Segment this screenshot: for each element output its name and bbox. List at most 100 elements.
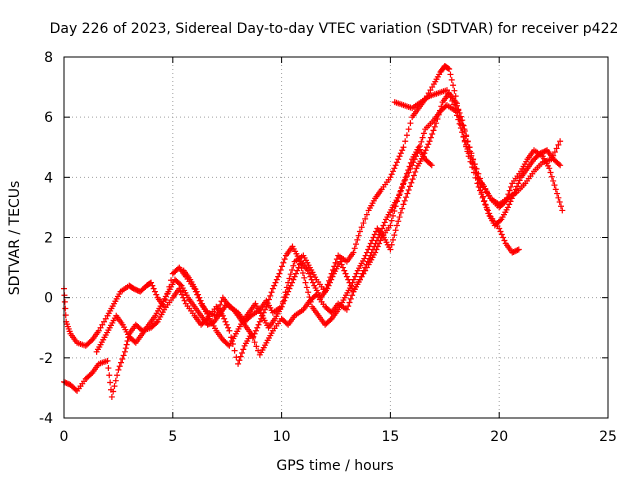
- data-point: [537, 150, 544, 157]
- data-point-interp: [422, 147, 429, 154]
- data-point: [428, 162, 435, 169]
- data-point-interp: [476, 179, 483, 186]
- data-point-interp: [135, 288, 142, 295]
- data-point-interp: [447, 94, 454, 101]
- data-point: [478, 180, 485, 187]
- data-point-interp: [345, 303, 352, 310]
- data-point-interp: [275, 273, 282, 280]
- data-point: [130, 285, 137, 292]
- data-point-interp: [349, 292, 356, 299]
- data-point-interp: [72, 386, 79, 393]
- y-tick-label: 4: [44, 170, 53, 186]
- data-point-interp: [268, 289, 275, 296]
- data-point: [470, 156, 477, 163]
- data-point-interp: [497, 228, 504, 235]
- data-point-interp: [307, 298, 314, 305]
- data-point-interp: [475, 170, 482, 177]
- data-point-interp: [412, 168, 419, 175]
- data-point-interp: [102, 315, 109, 322]
- data-point-interp: [282, 294, 289, 301]
- data-point-interp: [427, 87, 434, 94]
- data-point-interp: [482, 186, 489, 193]
- data-point-interp: [118, 359, 125, 366]
- data-point-interp: [181, 297, 188, 304]
- data-point-interp: [151, 288, 158, 295]
- data-point-interp: [396, 214, 403, 221]
- data-point-interp: [397, 150, 404, 157]
- data-point-interp: [497, 217, 504, 224]
- data-point-interp: [469, 164, 476, 171]
- data-point: [337, 258, 344, 265]
- data-point-interp: [131, 286, 138, 293]
- data-point-interp: [405, 126, 412, 133]
- x-tick-label: 15: [381, 429, 399, 445]
- data-point-interp: [123, 341, 130, 348]
- data-point-interp: [351, 245, 358, 252]
- data-point-interp: [273, 276, 280, 283]
- data-point-interp: [64, 380, 71, 387]
- data-point-interp: [463, 132, 470, 139]
- data-point-interp: [222, 318, 229, 325]
- data-point-interp: [506, 187, 513, 194]
- data-point-interp: [399, 205, 406, 212]
- data-point-interp: [550, 177, 557, 184]
- data-point-interp: [538, 149, 545, 156]
- x-axis-label: GPS time / hours: [276, 458, 393, 474]
- data-point-interp: [150, 285, 157, 292]
- data-point-interp: [294, 267, 301, 274]
- data-point-interp: [295, 264, 302, 271]
- data-markers: [61, 63, 566, 400]
- data-point-interp: [405, 186, 412, 193]
- data-point: [108, 393, 115, 400]
- data-point-interp: [548, 173, 555, 180]
- data-point: [235, 360, 242, 367]
- data-point-interp: [401, 197, 408, 204]
- chart-title: Day 226 of 2023, Sidereal Day-to-day VTE…: [50, 21, 619, 37]
- data-point-interp: [464, 138, 471, 145]
- data-point-interp: [325, 282, 332, 289]
- data-point-interp: [345, 276, 352, 283]
- data-point-interp: [279, 263, 286, 270]
- data-point-interp: [438, 103, 445, 110]
- x-tick-label: 5: [168, 429, 177, 445]
- y-tick-label: -2: [39, 351, 53, 367]
- data-point-interp: [390, 168, 397, 175]
- data-point-interp: [99, 321, 106, 328]
- data-point-interp: [87, 371, 94, 378]
- data-point: [406, 183, 413, 190]
- data-point: [461, 126, 468, 133]
- data-point-interp: [371, 243, 378, 250]
- data-point-interp: [265, 296, 272, 303]
- data-point-interp: [63, 380, 70, 387]
- data-point-interp: [391, 208, 398, 215]
- data-point: [496, 225, 503, 232]
- y-tick-label: 0: [44, 291, 53, 307]
- data-point: [350, 249, 357, 256]
- data-point: [250, 333, 257, 340]
- data-point-interp: [500, 234, 507, 241]
- data-point-interp: [149, 282, 156, 289]
- data-point-interp: [555, 161, 562, 168]
- data-point-interp: [407, 120, 414, 127]
- data-point-interp: [466, 144, 473, 151]
- data-point-interp: [62, 305, 69, 312]
- data-point-interp: [225, 324, 232, 331]
- data-point-interp: [405, 167, 412, 174]
- data-point-interp: [437, 107, 444, 114]
- data-point-interp: [409, 176, 416, 183]
- data-point-interp: [97, 324, 104, 331]
- data-point: [446, 66, 453, 73]
- data-point-interp: [399, 147, 406, 154]
- data-point-interp: [375, 234, 382, 241]
- data-point-interp: [358, 224, 365, 231]
- data-point: [343, 273, 350, 280]
- data-point-interp: [308, 276, 315, 283]
- data-point-interp: [195, 291, 202, 298]
- y-tick-label: -4: [39, 411, 53, 427]
- data-point: [263, 303, 270, 310]
- data-point-interp: [392, 227, 399, 234]
- data-point-interp: [301, 274, 308, 281]
- data-point-interp: [392, 162, 399, 169]
- data-point-interp: [254, 324, 261, 331]
- data-point-interp: [555, 194, 562, 201]
